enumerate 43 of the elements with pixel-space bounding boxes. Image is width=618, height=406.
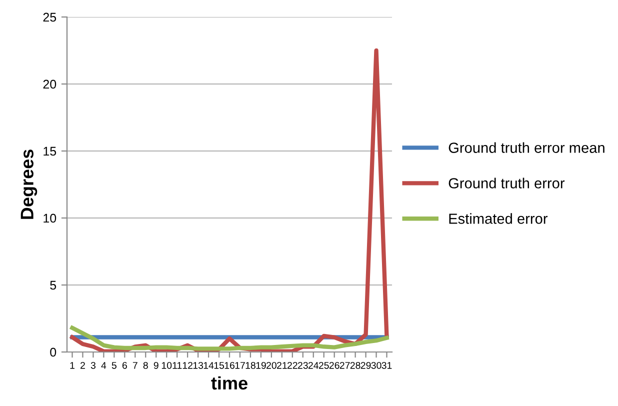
y-tick-label: 25 — [43, 12, 56, 22]
y-axis-title: Degrees — [20, 150, 38, 219]
y-tick-label: 0 — [50, 348, 56, 357]
x-tick-label: 6 — [122, 362, 127, 369]
x-tick-label: 4 — [101, 362, 106, 369]
x-tick-label: 31 — [382, 362, 392, 369]
x-tick-label: 26 — [329, 362, 340, 369]
x-tick-label: 28 — [350, 362, 360, 369]
x-tick-label: 5 — [112, 362, 116, 369]
y-tick-label: 5 — [50, 280, 56, 290]
legend-label: Ground truth error mean — [448, 142, 604, 153]
x-tick-label: 2 — [80, 362, 85, 369]
x-tick-label: 25 — [318, 362, 329, 369]
x-tick-label: 27 — [340, 362, 350, 369]
x-tick-label: 8 — [143, 362, 148, 369]
x-tick-label: 1 — [70, 362, 74, 369]
x-tick-label: 9 — [154, 362, 158, 369]
x-tick-label: 11 — [172, 362, 182, 369]
x-tick-label: 29 — [360, 362, 371, 369]
legend-label: Ground truth error — [448, 178, 565, 188]
x-tick-label: 30 — [371, 362, 382, 369]
x-tick-label: 10 — [162, 362, 172, 369]
x-tick-label: 24 — [308, 362, 318, 369]
x-axis-title: time — [211, 376, 248, 390]
y-tick-label: 15 — [44, 146, 56, 156]
x-tick-label: 21 — [277, 362, 287, 369]
x-tick-label: 22 — [287, 362, 298, 369]
x-tick-label: 23 — [298, 362, 308, 369]
y-tick-label: 20 — [43, 80, 56, 89]
x-tick-label: 14 — [204, 362, 214, 369]
y-tick-label: 10 — [44, 214, 56, 223]
x-tick-label: 16 — [224, 362, 234, 369]
legend-label: Estimated error — [449, 213, 548, 224]
x-tick-label: 12 — [182, 362, 192, 369]
x-tick-label: 17 — [235, 362, 245, 369]
x-tick-label: 20 — [266, 362, 276, 369]
x-tick-label: 15 — [214, 362, 224, 369]
x-tick-label: 7 — [132, 362, 138, 369]
x-tick-label: 19 — [256, 362, 266, 369]
x-tick-label: 18 — [246, 362, 256, 369]
line-series — [70, 326, 389, 351]
x-tick-label: 3 — [90, 362, 96, 369]
x-tick-label: 13 — [193, 362, 204, 369]
